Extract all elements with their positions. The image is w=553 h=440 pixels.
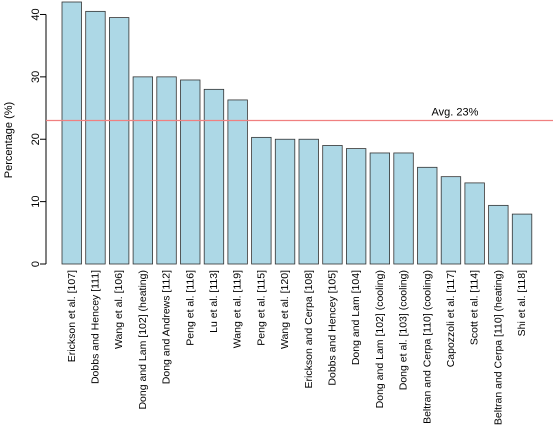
x-category-label: Dong and Lam [104] (350, 270, 362, 365)
bars (61, 1, 533, 265)
bar (109, 17, 130, 265)
x-category-label: Capozzoli et al. [117] (445, 270, 457, 367)
bar (464, 182, 485, 265)
x-axis-category-labels: Erickson et al. [107] Dobbs and Hencey [1… (66, 270, 528, 425)
bar (132, 76, 154, 265)
y-tick-label: 10 (30, 195, 42, 207)
x-category-label: Dong and Lam [102] (cooling) (374, 270, 386, 408)
x-category-label: Erickson and Cerpa [108] (303, 270, 315, 389)
bar (203, 88, 225, 265)
x-category-label: Peng et al. [115] (255, 270, 267, 346)
y-tick-label: 30 (30, 71, 42, 83)
x-category-label: Lu et al. [113] (208, 270, 220, 333)
bar (393, 152, 414, 265)
bar (156, 76, 177, 265)
x-category-label: Wang et al. [119] (232, 270, 244, 348)
bar (440, 176, 462, 265)
bar (274, 138, 296, 265)
bar (322, 145, 343, 265)
x-category-label: Dobbs and Hencey [111] (89, 270, 101, 384)
x-category-label: Scott et al. [114] (469, 270, 481, 345)
x-category-label: Wang et al. [120] (279, 270, 291, 349)
bar (345, 148, 367, 265)
y-axis-title: Percentage (%) (3, 102, 15, 178)
x-category-label: Shi et al. [118] (516, 270, 528, 336)
x-category-label: Beltran and Cerpa [110] (heating) (492, 270, 504, 425)
y-tick-label: 20 (30, 133, 42, 145)
y-axis: 0 10 20 30 40 (30, 8, 47, 267)
bar (511, 213, 533, 265)
x-category-label: Erickson et al. [107] (66, 270, 78, 362)
bar (298, 138, 319, 265)
bar (85, 10, 106, 265)
bar (61, 1, 82, 265)
x-category-label: Dong and Lam [102] (heating) (137, 270, 149, 410)
x-category-label: Dong and Andrews [112] (161, 270, 173, 384)
y-tick-label: 40 (30, 8, 42, 20)
y-tick-label: 0 (30, 261, 42, 267)
bar (251, 136, 272, 265)
x-category-label: Peng et al. [116] (184, 270, 196, 346)
bar (488, 204, 509, 265)
x-category-label: Wang et al. [106] (113, 270, 125, 349)
average-label: Avg. 23% (432, 107, 479, 119)
bar (227, 99, 248, 265)
x-category-label: Beltran and Cerpa [110] (cooling) (421, 270, 433, 424)
bar (417, 166, 438, 265)
average-reference-line: Avg. 23% (46, 107, 553, 122)
bar (180, 79, 201, 265)
x-category-label: Dobbs and Hencey [105] (326, 270, 338, 386)
x-category-label: Dong et al. [103] (cooling) (398, 270, 410, 390)
bar (369, 152, 391, 265)
